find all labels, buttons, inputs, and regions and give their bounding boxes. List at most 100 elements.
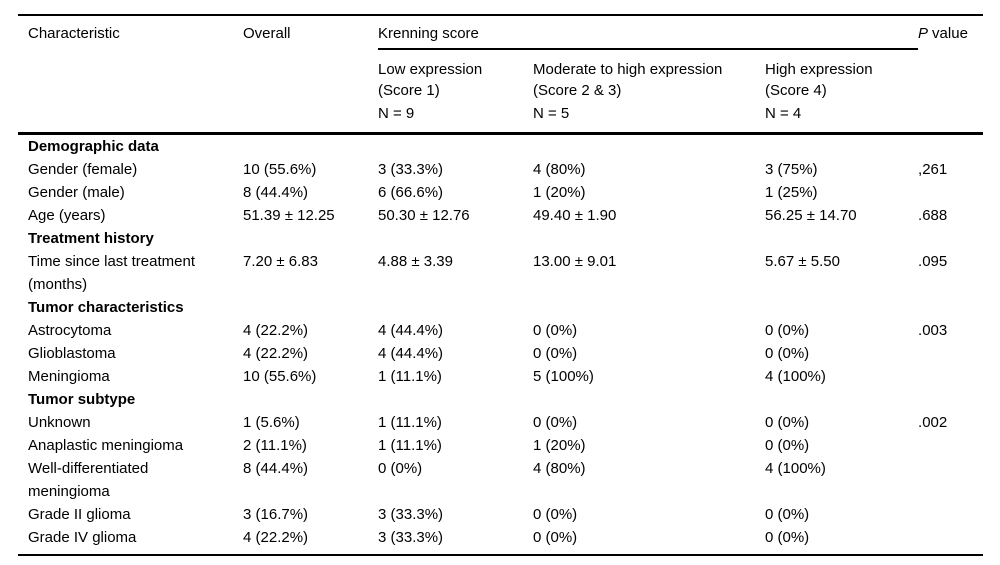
cell-moderate-high-expression: 4 (80%) [533,460,586,477]
cell-low-expression: 4.88 ± 3.39 [378,253,453,270]
cell-high-expression: 0 (0%) [765,437,810,454]
n-count-low: N = 9 [378,101,533,135]
table-body: Demographic data Gender (female) 10 (55.6%… [18,134,983,556]
section-label: Demographic data [28,138,159,155]
n-count-moderate-high: N = 5 [533,101,765,135]
table-row: Meningioma 10 (55.6%) 1 (11.1%) 5 (100%) 4 (… [18,365,983,388]
table-row: Gender (male) 8 (44.4%) 6 (66.6%) 1 (20%) 1 … [18,181,983,204]
cell-high-expression: 3 (75%) [765,161,818,178]
col-header-moderate-high-expression: Moderate to high expression (Score 2 & 3… [533,49,765,101]
cell-low-expression: 50.30 ± 12.76 [378,207,470,224]
cell-characteristic: Time since last treatment (months) [28,253,195,293]
cell-high-expression: 5.67 ± 5.50 [765,253,840,270]
cell-high-expression: 0 (0%) [765,322,810,339]
cell-overall: 2 (11.1%) [243,437,307,454]
table-row: Grade IV glioma 4 (22.2%) 3 (33.3%) 0 (0%) 0… [18,526,983,555]
table-row: Gender (female) 10 (55.6%) 3 (33.3%) 4 (80%… [18,158,983,181]
cell-characteristic: Anaplastic meningioma [28,437,184,454]
table-row: Unknown 1 (5.6%) 1 (11.1%) 0 (0%) 0 (0%) .002 [18,411,983,434]
cell-high-expression: 0 (0%) [765,345,810,362]
cell-moderate-high-expression: 5 (100%) [533,368,594,385]
cell-characteristic: Gender (female) [28,161,138,178]
cell-moderate-high-expression: 1 (20%) [533,437,586,454]
cell-low-expression: 1 (11.1%) [378,414,442,431]
cell-p-value: .002 [918,414,948,431]
section-row: Tumor characteristics [18,296,983,319]
cell-overall: 7.20 ± 6.83 [243,253,318,270]
table-row: Age (years) 51.39 ± 12.25 50.30 ± 12.76 49.… [18,204,983,227]
cell-overall: 1 (5.6%) [243,414,300,431]
subcolumn-score: (Score 4) [765,82,827,99]
p-value-italic-p: P [918,25,929,42]
cell-overall: 4 (22.2%) [243,529,309,546]
cell-high-expression: 0 (0%) [765,529,810,546]
cell-overall: 8 (44.4%) [243,184,309,201]
header-row-n-counts: N = 9 N = 5 N = 4 [18,101,983,135]
col-header-low-expression: Low expression (Score 1) [378,49,533,101]
cell-moderate-high-expression: 4 (80%) [533,161,586,178]
cell-moderate-high-expression: 49.40 ± 1.90 [533,207,617,224]
cell-p-value: .003 [918,322,948,339]
cell-overall: 4 (22.2%) [243,345,309,362]
cell-overall: 51.39 ± 12.25 [243,207,335,224]
cell-p-value: .688 [918,207,948,224]
subcolumn-label: Low expression [378,61,483,78]
cell-p-value [918,503,983,526]
cell-high-expression: 0 (0%) [765,414,810,431]
table-row: Anaplastic meningioma 2 (11.1%) 1 (11.1%) 1… [18,434,983,457]
cell-characteristic: Meningioma [28,368,110,385]
cell-overall: 10 (55.6%) [243,368,317,385]
cell-characteristic: Astrocytoma [28,322,112,339]
table-row: Grade II glioma 3 (16.7%) 3 (33.3%) 0 (0%) 0… [18,503,983,526]
n-count-high: N = 4 [765,101,919,135]
section-row: Tumor subtype [18,388,983,411]
p-value-label: value [932,25,968,42]
cell-high-expression: 0 (0%) [765,506,810,523]
header-row-subcolumns: Low expression (Score 1) Moderate to hig… [18,49,983,101]
cell-low-expression: 3 (33.3%) [378,506,444,523]
cell-low-expression: 0 (0%) [378,460,423,477]
table-row: Glioblastoma 4 (22.2%) 4 (44.4%) 0 (0%) 0 (0… [18,342,983,365]
cell-p-value [918,526,983,555]
cell-overall: 8 (44.4%) [243,460,309,477]
cell-p-value [918,181,983,204]
cell-high-expression: 4 (100%) [765,368,826,385]
cell-overall: 3 (16.7%) [243,506,309,523]
cell-high-expression: 56.25 ± 14.70 [765,207,857,224]
cell-moderate-high-expression: 1 (20%) [533,184,586,201]
cell-characteristic: Unknown [28,414,91,431]
cell-characteristic: Well-differentiated meningioma [28,460,149,500]
cell-overall: 10 (55.6%) [243,161,317,178]
col-header-krenning-score: Krenning score [378,15,919,50]
cell-high-expression: 4 (100%) [765,460,826,477]
cell-characteristic: Grade II glioma [28,506,131,523]
cell-overall: 4 (22.2%) [243,322,309,339]
cell-low-expression: 3 (33.3%) [378,529,444,546]
col-header-overall: Overall [243,15,378,135]
section-row: Treatment history [18,227,983,250]
table-row: Time since last treatment (months) 7.20 ±… [18,250,983,296]
cell-moderate-high-expression: 0 (0%) [533,506,578,523]
cell-characteristic: Age (years) [28,207,106,224]
cell-low-expression: 1 (11.1%) [378,368,442,385]
col-header-high-expression: High expression (Score 4) [765,49,918,101]
cell-p-value [918,342,983,365]
section-label: Tumor characteristics [28,299,184,316]
table-row: Astrocytoma 4 (22.2%) 4 (44.4%) 0 (0%) 0 (0%… [18,319,983,342]
cell-p-value [918,457,983,503]
cell-p-value: ,261 [918,161,948,178]
subcolumn-label: High expression [765,61,873,78]
cell-characteristic: Grade IV glioma [28,529,137,546]
col-header-characteristic: Characteristic [18,15,243,135]
cell-characteristic: Glioblastoma [28,345,116,362]
cell-characteristic: Gender (male) [28,184,125,201]
cell-p-value: .095 [918,253,948,270]
cell-moderate-high-expression: 0 (0%) [533,529,578,546]
cell-moderate-high-expression: 0 (0%) [533,345,578,362]
subcolumn-score: (Score 2 & 3) [533,82,622,99]
cell-p-value [918,365,983,388]
